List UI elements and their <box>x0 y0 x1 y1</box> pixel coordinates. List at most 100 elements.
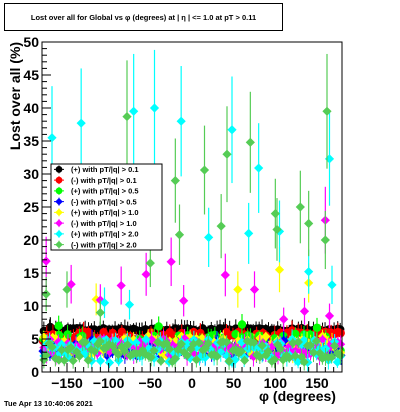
data-point <box>216 221 226 231</box>
data-point <box>41 350 51 360</box>
data-point <box>188 339 199 349</box>
data-point <box>314 344 324 354</box>
data-point <box>95 308 105 318</box>
data-point <box>191 355 201 365</box>
data-point <box>182 338 192 349</box>
data-point <box>236 346 246 356</box>
data-point <box>156 356 166 366</box>
data-point <box>304 267 314 277</box>
data-point <box>166 257 176 267</box>
data-point <box>221 337 232 347</box>
legend-label: (-) with pT/|q| > 2.0 <box>71 240 137 249</box>
data-point <box>162 338 172 348</box>
data-point <box>242 336 252 346</box>
data-point <box>141 334 151 345</box>
data-point <box>176 116 186 126</box>
x-tick-label: 50 <box>226 375 242 391</box>
data-point <box>299 306 310 316</box>
data-point <box>290 351 300 361</box>
data-point <box>68 356 78 366</box>
data-point <box>288 338 298 348</box>
y-tick-label: 10 <box>23 298 39 314</box>
data-points <box>38 49 346 372</box>
data-point <box>244 228 254 238</box>
data-point <box>80 349 90 359</box>
data-point <box>200 343 211 353</box>
legend-entry: (+) with pT/|q| > 0.5 <box>54 187 139 196</box>
data-point <box>249 338 259 348</box>
data-point <box>170 354 180 364</box>
data-point <box>224 342 235 352</box>
data-point <box>304 218 314 229</box>
data-point <box>63 345 73 355</box>
data-point <box>278 355 288 365</box>
data-point <box>239 355 250 365</box>
data-point <box>312 323 322 332</box>
data-point <box>185 332 195 342</box>
data-point <box>170 176 180 186</box>
legend-label: (+) with pT/|q| > 2.0 <box>71 230 139 239</box>
data-point <box>95 356 106 366</box>
data-point <box>299 357 309 367</box>
data-point <box>287 334 297 344</box>
data-point <box>54 355 64 365</box>
timestamp: Tue Apr 13 10:40:06 2021 <box>4 399 93 408</box>
chart-title-text: Lost over all for Global vs φ (degrees) … <box>30 12 257 22</box>
data-point <box>204 232 214 242</box>
data-point <box>267 342 277 352</box>
data-point <box>263 346 273 356</box>
data-point <box>149 103 160 113</box>
data-point <box>108 328 117 338</box>
data-point <box>147 334 157 345</box>
data-point <box>149 345 159 356</box>
data-point <box>186 344 196 354</box>
data-point <box>57 345 67 355</box>
y-tick-label: 15 <box>23 265 39 281</box>
data-point <box>203 338 213 348</box>
data-point <box>267 356 277 367</box>
data-point <box>74 351 84 361</box>
data-point <box>66 343 76 353</box>
data-point <box>317 335 328 345</box>
data-point <box>270 209 280 219</box>
data-point <box>113 349 123 360</box>
data-point <box>111 346 121 357</box>
data-point <box>257 340 267 351</box>
data-point <box>233 284 243 295</box>
data-point <box>116 280 126 291</box>
x-tick-label: 150 <box>305 375 329 391</box>
data-point <box>324 154 335 164</box>
chart-title: Lost over all for Global vs φ (degrees) … <box>4 3 283 31</box>
data-point <box>296 339 307 350</box>
data-point <box>220 270 230 280</box>
legend-box <box>50 163 163 251</box>
data-point <box>122 111 132 122</box>
y-tick-label: 20 <box>23 232 39 248</box>
data-point <box>243 344 253 354</box>
legend-marker <box>55 230 63 238</box>
legend-marker <box>55 240 63 249</box>
data-point <box>104 358 115 368</box>
data-point <box>261 342 271 352</box>
data-point <box>56 339 67 349</box>
legend-label: (+) with pT/|q| > 0.5 <box>71 187 139 196</box>
data-point <box>164 344 175 354</box>
legend-label: (+) with pT/|q| > 1.0 <box>71 208 139 217</box>
data-point <box>293 337 303 347</box>
data-point <box>295 202 305 212</box>
x-tick-label: 0 <box>188 375 196 391</box>
data-point <box>305 330 315 339</box>
series-7 <box>39 53 345 371</box>
data-point <box>194 337 204 348</box>
data-point <box>212 351 222 361</box>
data-point <box>174 230 185 240</box>
data-point <box>140 349 150 359</box>
y-tick-label: 0 <box>31 364 39 380</box>
data-point <box>327 352 337 362</box>
data-point <box>83 355 93 365</box>
data-point <box>119 346 130 356</box>
legend-label: (-) with pT/|q| > 0.1 <box>71 176 137 185</box>
data-point <box>274 265 285 275</box>
data-point <box>230 355 240 365</box>
data-point <box>122 340 133 350</box>
